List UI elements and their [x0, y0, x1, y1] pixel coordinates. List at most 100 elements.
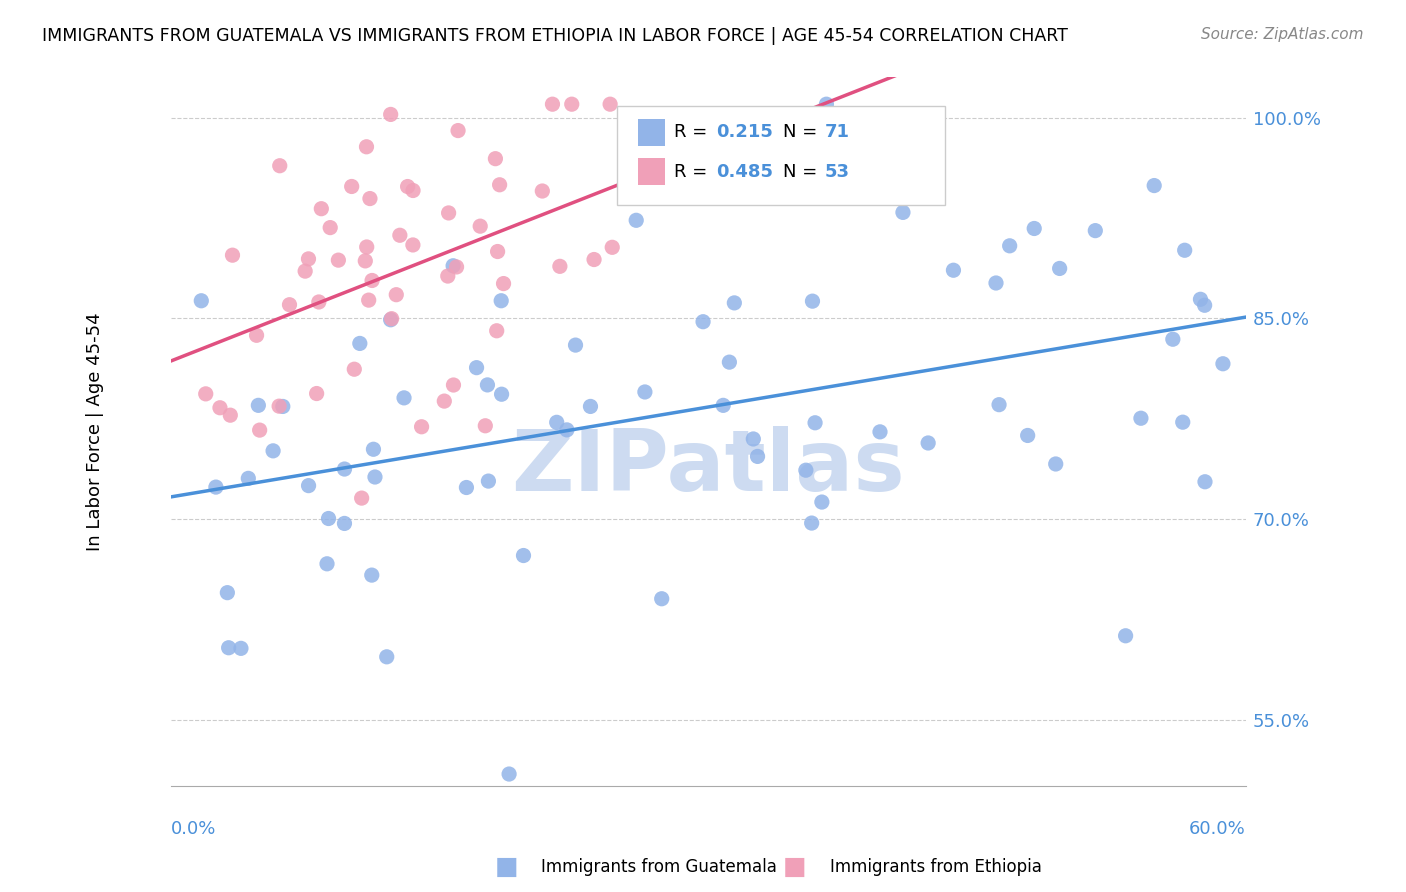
Point [402, 238, 425, 252]
Point [333, 462, 356, 476]
Point [375, 649, 398, 664]
Point [548, 260, 571, 274]
Point [350, 491, 373, 505]
Point [811, 495, 834, 509]
Point [718, 355, 741, 369]
Point [484, 152, 506, 166]
Point [465, 360, 488, 375]
Point [333, 516, 356, 531]
Point [221, 248, 243, 262]
Point [477, 378, 499, 392]
Point [388, 228, 411, 243]
Point [190, 293, 212, 308]
Point [238, 471, 260, 485]
Text: Immigrants from Guatemala: Immigrants from Guatemala [541, 858, 778, 876]
Point [891, 205, 914, 219]
Point [357, 293, 380, 307]
Point [385, 287, 408, 301]
Point [804, 416, 827, 430]
Point [491, 387, 513, 401]
Point [411, 419, 433, 434]
Point [262, 443, 284, 458]
Point [229, 641, 252, 656]
Point [917, 436, 939, 450]
Point [583, 252, 606, 267]
Text: IMMIGRANTS FROM GUATEMALA VS IMMIGRANTS FROM ETHIOPIA IN LABOR FORCE | AGE 45-54: IMMIGRANTS FROM GUATEMALA VS IMMIGRANTS … [42, 27, 1069, 45]
Point [546, 415, 568, 429]
Point [308, 295, 330, 310]
Point [815, 97, 838, 112]
Point [380, 107, 402, 121]
Point [392, 391, 415, 405]
Point [498, 767, 520, 781]
Point [1045, 457, 1067, 471]
Point [218, 640, 240, 655]
Point [217, 585, 239, 599]
Point [869, 425, 891, 439]
Point [561, 97, 583, 112]
Point [328, 253, 350, 268]
FancyBboxPatch shape [638, 158, 665, 186]
Point [269, 399, 291, 413]
Point [942, 263, 965, 277]
Point [354, 253, 377, 268]
Point [1212, 357, 1234, 371]
Text: Immigrants from Ethiopia: Immigrants from Ethiopia [830, 858, 1042, 876]
Point [364, 470, 387, 484]
Point [651, 591, 673, 606]
Point [485, 324, 508, 338]
Point [446, 260, 468, 274]
Text: N =: N = [783, 162, 824, 181]
Point [1174, 244, 1197, 258]
Text: 0.0%: 0.0% [170, 820, 217, 838]
Point [402, 184, 425, 198]
Text: ■: ■ [495, 855, 517, 879]
Point [492, 277, 515, 291]
Text: ZIPatlas: ZIPatlas [512, 425, 905, 509]
FancyBboxPatch shape [638, 120, 665, 146]
Text: 71: 71 [824, 123, 849, 141]
Point [208, 401, 231, 415]
Point [531, 184, 554, 198]
Point [1161, 332, 1184, 346]
Point [488, 178, 510, 192]
Point [1129, 411, 1152, 425]
Point [349, 336, 371, 351]
Point [247, 398, 270, 412]
Point [340, 179, 363, 194]
Point [541, 97, 564, 112]
Point [456, 481, 478, 495]
Point [579, 400, 602, 414]
Point [692, 315, 714, 329]
Point [297, 252, 319, 266]
Point [988, 398, 1011, 412]
Point [742, 432, 765, 446]
Point [437, 206, 460, 220]
Point [747, 450, 769, 464]
Point [600, 240, 623, 254]
Text: N =: N = [783, 123, 824, 141]
Point [356, 240, 378, 254]
Point [794, 463, 817, 477]
Text: ■: ■ [783, 855, 806, 879]
Point [1171, 415, 1194, 429]
Point [356, 140, 378, 154]
Point [1143, 178, 1166, 193]
Point [436, 268, 458, 283]
Point [599, 97, 621, 112]
Point [998, 239, 1021, 253]
Text: 0.215: 0.215 [716, 123, 772, 141]
Point [564, 338, 586, 352]
Text: R =: R = [673, 123, 713, 141]
Point [205, 480, 228, 494]
Point [512, 549, 534, 563]
Text: 60.0%: 60.0% [1189, 820, 1246, 838]
Point [278, 298, 301, 312]
Point [1189, 293, 1212, 307]
Point [1194, 475, 1216, 489]
Point [1017, 428, 1039, 442]
Text: 53: 53 [824, 162, 849, 181]
Text: 0.485: 0.485 [716, 162, 773, 181]
Point [1084, 224, 1107, 238]
Point [319, 220, 342, 235]
